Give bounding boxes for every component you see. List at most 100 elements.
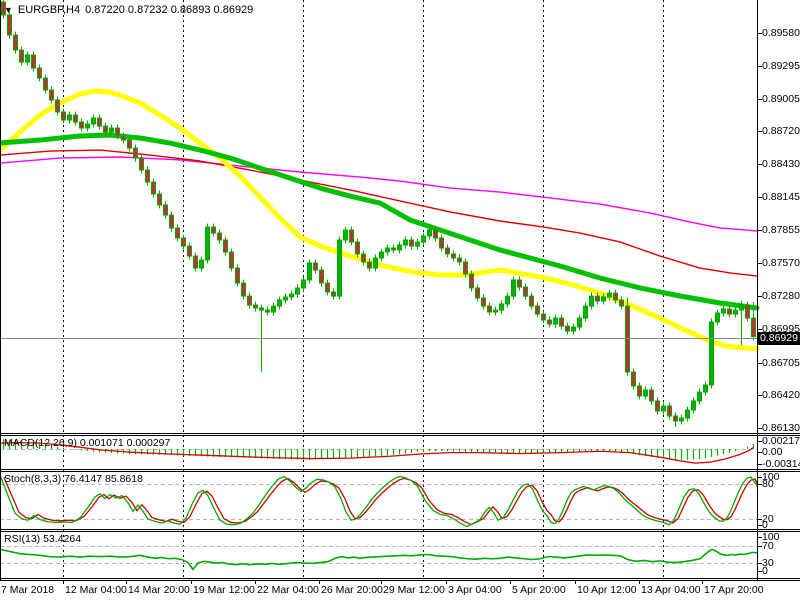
- candle-bear: [241, 282, 246, 297]
- candle-bear: [649, 389, 654, 402]
- candle-bull: [283, 296, 288, 301]
- candle-bull: [403, 239, 408, 246]
- axis-tick-label: 0.86705: [762, 357, 800, 369]
- candle-bear: [253, 304, 258, 309]
- time-label: 19 Mar 12:00: [193, 584, 255, 596]
- ma-red: [0, 149, 758, 277]
- chart-title: ▼ EURGBP,H4 0.87220 0.87232 0.86893 0.86…: [4, 4, 253, 16]
- candle-bull: [85, 123, 90, 129]
- candle-bear: [613, 292, 618, 301]
- candle-bear: [193, 255, 198, 269]
- candle-bull: [703, 384, 708, 393]
- candle-bull: [739, 304, 744, 311]
- ma-magenta: [0, 156, 758, 232]
- candle-bull: [205, 226, 210, 261]
- rsi-line: [0, 548, 758, 571]
- candle-bear: [175, 227, 180, 239]
- axis-tick-label: -0.003149: [762, 458, 800, 470]
- candle-bull: [199, 259, 204, 269]
- candle-bear: [121, 135, 126, 141]
- candle-bear: [625, 305, 630, 373]
- candle-bull: [427, 229, 432, 237]
- time-label: 13 Apr 04:00: [641, 584, 701, 596]
- candle-bear: [49, 89, 54, 101]
- axis-tick-label: 0.89580: [762, 27, 800, 39]
- candle-bear: [595, 295, 600, 302]
- candle-bear: [547, 319, 552, 325]
- axis-tick-label: 0.89295: [762, 60, 800, 72]
- candle-bull: [379, 251, 384, 259]
- candle-bull: [697, 391, 702, 402]
- candle-bull: [109, 127, 114, 133]
- candle-bear: [751, 317, 756, 338]
- candle-bull: [493, 309, 498, 313]
- candle-bear: [43, 77, 48, 91]
- candle-bear: [457, 257, 462, 263]
- candle-bear: [541, 313, 546, 321]
- axis-tick-label: 0.86130: [762, 422, 800, 434]
- candle-bear: [19, 49, 24, 63]
- candle-bear: [445, 247, 450, 255]
- candle-bear: [469, 273, 474, 289]
- time-label: 22 Mar 04:00: [257, 584, 319, 596]
- candle-bear: [727, 308, 732, 315]
- axis-tick-label: 0.87855: [762, 224, 800, 236]
- candle-bear: [481, 297, 486, 307]
- axis-tick-label: 0.88430: [762, 158, 800, 170]
- candle-bull: [295, 287, 300, 295]
- ma-green: [0, 132, 760, 311]
- candle-bull: [709, 321, 714, 386]
- stoch-d-line: [3, 477, 758, 526]
- candle-bear: [169, 214, 174, 229]
- candle-bear: [391, 247, 396, 251]
- candle-bear: [355, 241, 360, 255]
- candle-bull: [277, 299, 282, 307]
- candle-bull: [589, 295, 594, 307]
- candle-bull: [301, 279, 306, 289]
- candle-bear: [367, 261, 372, 269]
- axis-tick-label: 0: [762, 519, 768, 531]
- symbol-dropdown-icon[interactable]: ▼: [4, 4, 13, 15]
- symbol-period-label: EURGBP,H4: [17, 4, 81, 16]
- candle-bull: [385, 247, 390, 253]
- candle-bull: [511, 279, 516, 297]
- candle-bull: [307, 262, 312, 281]
- candle-bear: [13, 34, 18, 51]
- candle-bull: [421, 235, 426, 243]
- ohlc-values: 0.87220 0.87232 0.86893 0.86929: [85, 4, 254, 16]
- axis-tick-label: 0.87280: [762, 290, 800, 302]
- time-label: 26 Mar 20:00: [321, 584, 383, 596]
- candle-bear: [151, 181, 156, 195]
- candle-bull: [685, 409, 690, 419]
- candle-bear: [463, 261, 468, 275]
- candle-bear: [7, 14, 12, 36]
- candle-bull: [67, 114, 72, 121]
- candle-bear: [79, 121, 84, 129]
- time-label: 5 Apr 20:00: [512, 584, 566, 596]
- candle-bear: [133, 147, 138, 159]
- candle-bear: [619, 299, 624, 307]
- candle-bear: [139, 157, 144, 171]
- candle-bull: [415, 241, 420, 247]
- candle-bull: [715, 312, 720, 323]
- candle-bear: [673, 415, 678, 422]
- time-label: 10 Apr 12:00: [577, 584, 637, 596]
- candle-bear: [565, 325, 570, 332]
- candle-bear: [97, 117, 102, 127]
- axis-tick-label: 20: [762, 513, 774, 525]
- candle-bear: [319, 269, 324, 284]
- candle-bull: [577, 317, 582, 328]
- candle-bull: [553, 317, 558, 325]
- candle-bull: [373, 257, 378, 269]
- candle-bull: [601, 296, 606, 302]
- candle-bull: [271, 305, 276, 313]
- candle-bull: [583, 305, 588, 319]
- candle-bear: [517, 279, 522, 288]
- candle-bear: [235, 267, 240, 284]
- candle-bull: [571, 326, 576, 332]
- candle-bull: [679, 417, 684, 422]
- candle-bear: [409, 239, 414, 247]
- axis-tick-label: 0: [762, 565, 768, 577]
- candle-bear: [211, 226, 216, 234]
